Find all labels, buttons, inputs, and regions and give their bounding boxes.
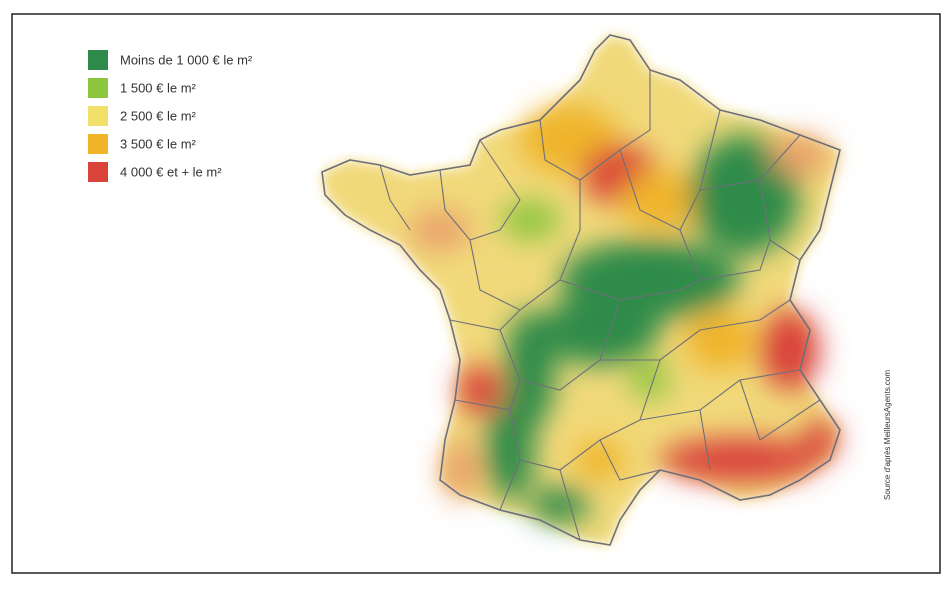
- country-outline: [321, 34, 841, 546]
- legend-swatch: [88, 106, 108, 126]
- legend-label: 4 000 € et + le m²: [120, 164, 222, 179]
- source-note: Source d'après MeilleursAgents.com: [883, 370, 892, 500]
- legend-label: Moins de 1 000 € le m²: [120, 52, 253, 67]
- legend-swatch: [88, 134, 108, 154]
- legend-label: 1 500 € le m²: [120, 80, 197, 95]
- legend-label: 2 500 € le m²: [120, 108, 197, 123]
- legend: Moins de 1 000 € le m² 1 500 € le m² 2 500…: [88, 50, 253, 182]
- legend-swatch: [88, 78, 108, 98]
- heat-map: [321, 34, 841, 546]
- legend-label: 3 500 € le m²: [120, 136, 197, 151]
- department-borders: [379, 70, 821, 541]
- legend-swatch: [88, 162, 108, 182]
- legend-swatch: [88, 50, 108, 70]
